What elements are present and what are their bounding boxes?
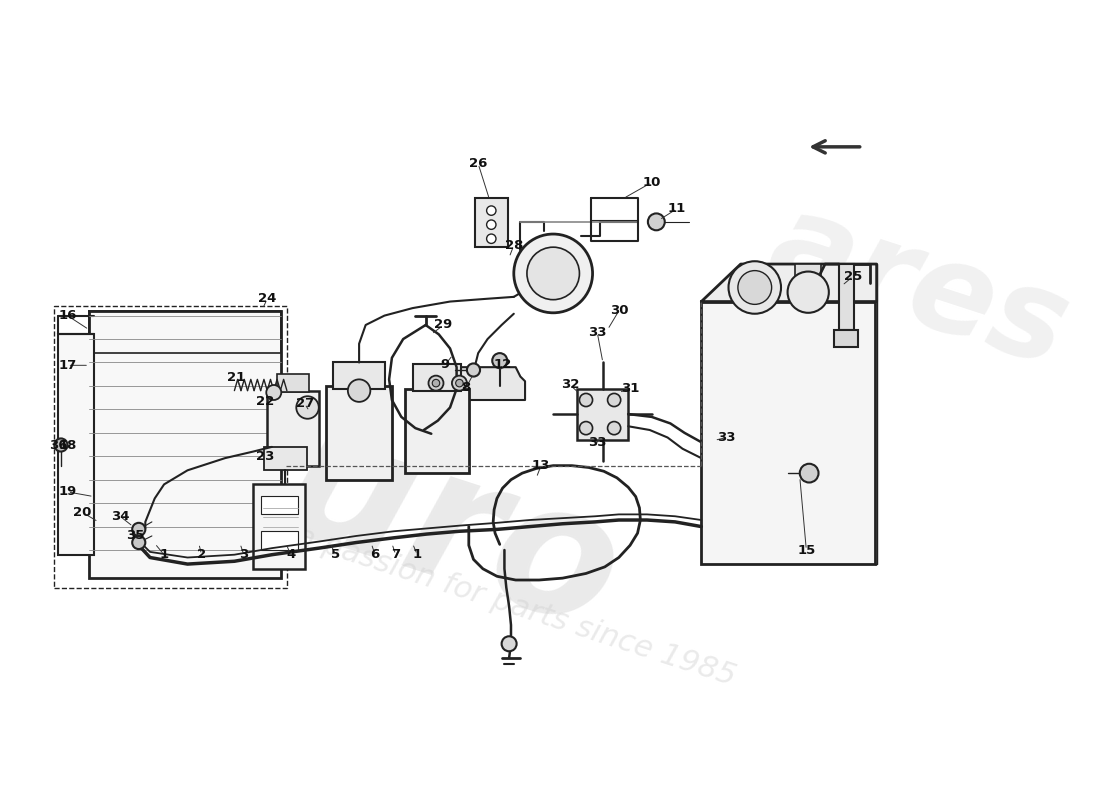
Text: 24: 24 <box>258 292 276 306</box>
Bar <box>333 362 385 389</box>
Bar <box>253 484 305 569</box>
Bar <box>261 496 298 514</box>
Text: 19: 19 <box>58 486 77 498</box>
Text: 28: 28 <box>505 238 522 252</box>
Circle shape <box>486 234 496 243</box>
Text: 20: 20 <box>74 506 91 519</box>
Text: 15: 15 <box>798 543 815 557</box>
Circle shape <box>607 422 620 434</box>
Circle shape <box>132 536 145 549</box>
Bar <box>839 264 855 330</box>
Text: 31: 31 <box>620 382 639 395</box>
Text: 1: 1 <box>160 548 168 562</box>
Text: 21: 21 <box>227 371 245 384</box>
Bar <box>405 389 469 473</box>
Bar <box>264 447 307 470</box>
Text: 23: 23 <box>256 450 275 462</box>
Circle shape <box>514 234 593 313</box>
Text: 13: 13 <box>531 459 550 472</box>
Circle shape <box>800 464 818 482</box>
Circle shape <box>527 247 580 300</box>
Circle shape <box>580 422 593 434</box>
Text: 17: 17 <box>58 359 77 372</box>
Text: 4: 4 <box>286 548 295 562</box>
Text: euro: euro <box>146 357 641 668</box>
Text: 36: 36 <box>48 438 67 451</box>
Text: 1: 1 <box>412 548 421 562</box>
Circle shape <box>486 206 496 215</box>
Text: 33: 33 <box>588 326 606 339</box>
Text: 25: 25 <box>844 270 862 282</box>
Text: 2: 2 <box>197 548 206 562</box>
Circle shape <box>648 214 664 230</box>
Text: 12: 12 <box>494 358 512 371</box>
Text: 33: 33 <box>588 436 606 449</box>
Bar <box>89 311 282 578</box>
Text: 33: 33 <box>717 431 736 444</box>
Text: 16: 16 <box>58 309 77 322</box>
Text: a passion for parts since 1985: a passion for parts since 1985 <box>292 522 739 691</box>
Text: 22: 22 <box>256 395 275 408</box>
Circle shape <box>432 379 440 387</box>
Circle shape <box>738 270 771 304</box>
Bar <box>54 306 287 587</box>
Text: 10: 10 <box>642 176 661 189</box>
Polygon shape <box>874 264 877 564</box>
Text: 29: 29 <box>434 318 452 331</box>
Text: 11: 11 <box>668 202 686 215</box>
Circle shape <box>455 379 463 387</box>
Circle shape <box>132 523 145 536</box>
Bar <box>702 302 875 564</box>
Circle shape <box>486 220 496 230</box>
Circle shape <box>607 394 620 406</box>
Circle shape <box>452 376 466 390</box>
Text: ares: ares <box>755 183 1082 392</box>
Circle shape <box>502 636 517 651</box>
Text: 3: 3 <box>239 548 249 562</box>
Circle shape <box>580 394 593 406</box>
Circle shape <box>492 353 507 368</box>
Bar <box>835 330 858 346</box>
Circle shape <box>788 271 828 313</box>
Circle shape <box>728 262 781 314</box>
Polygon shape <box>702 264 877 302</box>
Circle shape <box>429 376 443 390</box>
Text: 32: 32 <box>561 378 580 391</box>
Bar <box>267 390 319 466</box>
Text: 9: 9 <box>441 358 450 371</box>
Text: 35: 35 <box>125 529 144 542</box>
Text: 34: 34 <box>111 510 130 522</box>
Bar <box>276 374 309 393</box>
Text: 26: 26 <box>469 158 487 170</box>
Text: 8: 8 <box>461 382 471 394</box>
Bar <box>327 386 392 480</box>
Text: 5: 5 <box>331 548 340 562</box>
Text: 30: 30 <box>609 305 628 318</box>
Circle shape <box>266 385 282 400</box>
Circle shape <box>348 379 371 402</box>
Bar <box>58 334 94 554</box>
Polygon shape <box>420 367 525 400</box>
Circle shape <box>296 396 319 418</box>
Bar <box>576 389 628 440</box>
Text: 27: 27 <box>296 398 314 410</box>
Text: 6: 6 <box>371 548 380 562</box>
Circle shape <box>54 438 67 451</box>
Bar <box>261 531 298 550</box>
Bar <box>795 264 822 281</box>
Bar <box>412 364 461 390</box>
Bar <box>475 198 508 247</box>
Text: 18: 18 <box>58 438 77 451</box>
Circle shape <box>466 363 480 377</box>
Text: 7: 7 <box>392 548 400 562</box>
